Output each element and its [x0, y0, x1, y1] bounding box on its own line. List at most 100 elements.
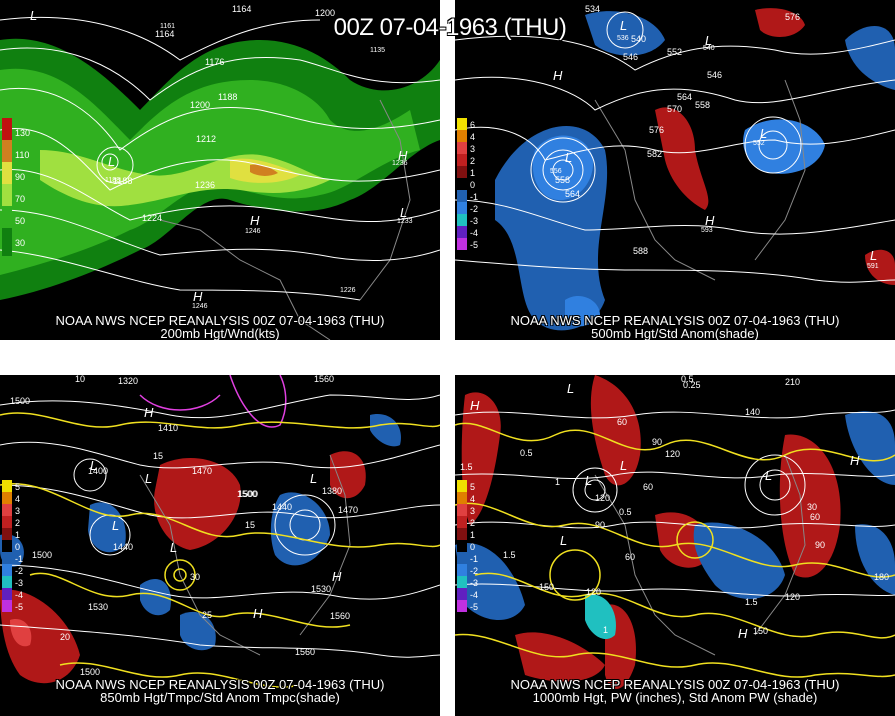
legend-1000mb: 5 4 3 2 1 0 -1 -2 -3 -4 -5	[457, 480, 485, 620]
contour-label: 1500	[237, 489, 257, 499]
contour-label: 60	[617, 417, 627, 427]
anom-blue	[845, 411, 895, 485]
contour-label: 90	[652, 437, 662, 447]
legend-swatch	[457, 214, 467, 226]
anom-red	[865, 249, 895, 285]
contour-label: 1176	[205, 57, 224, 67]
legend-swatch	[457, 178, 467, 190]
legend-label: -3	[470, 578, 479, 588]
panel-caption-line1: NOAA NWS NCEP REANALYSIS 00Z 07-04-1963 …	[510, 313, 840, 328]
legend-label: 110	[15, 150, 30, 160]
panel-caption-line2: 200mb Hgt/Wnd(kts)	[160, 326, 280, 341]
low-center: L	[705, 33, 712, 48]
legend-label: -5	[15, 602, 24, 612]
contour-label: 576	[649, 125, 664, 135]
anom-red	[0, 589, 80, 684]
anom-red	[655, 107, 709, 210]
legend-label: 3	[470, 144, 476, 154]
contour-label: 1500	[10, 396, 30, 406]
map-500mb: 534 540 546 552 546 558 564 570 576 582 …	[455, 4, 895, 331]
contour-label: 0.25	[683, 380, 701, 390]
map-main-title: 00Z 07-04-1963 (THU)	[333, 14, 567, 41]
contour-label: 1410	[158, 423, 178, 433]
contour-label: 1470	[192, 466, 212, 476]
legend-swatch	[457, 516, 467, 528]
low-center: L	[765, 468, 772, 483]
legend-swatch	[457, 552, 467, 564]
anom-red	[330, 451, 366, 499]
legend-swatch	[457, 564, 467, 576]
anom-blue	[455, 543, 525, 620]
legend-label: 1	[470, 168, 476, 178]
anom-blue	[88, 502, 126, 553]
contour-label: 1164	[232, 4, 251, 14]
contour-label: 593	[701, 227, 713, 234]
contour-label: 556	[550, 168, 562, 175]
low-center: L	[870, 248, 877, 263]
contour-label: 570	[667, 104, 682, 114]
legend-swatch	[457, 118, 467, 130]
map-200mb: 1164 1164 1200 1176 1200 1188 1212 1188 …	[0, 4, 440, 340]
legend-swatch	[2, 516, 12, 528]
low-center: L	[560, 533, 567, 548]
low-center: L	[170, 540, 177, 555]
legend-label: 5	[15, 482, 21, 492]
anom-blue	[845, 26, 895, 90]
contour-label: 0.5	[681, 375, 694, 384]
wind-shade-110	[250, 164, 278, 176]
contour-label: 15	[153, 451, 163, 461]
low-center: L	[585, 473, 592, 488]
legend-label: -2	[15, 566, 24, 576]
panel-caption-line1: NOAA NWS NCEP REANALYSIS 00Z 07-04-1963 …	[55, 677, 385, 692]
low-center: L	[310, 471, 317, 486]
legend-label: 4	[470, 494, 476, 504]
contour-label: 1470	[338, 505, 358, 515]
anom-red	[755, 8, 805, 37]
legend-label: 70	[15, 194, 26, 204]
legend-swatch	[457, 528, 467, 540]
high-center: H	[253, 606, 263, 621]
legend-label: 0	[470, 542, 476, 552]
contour-label: 120	[595, 493, 610, 503]
contour-label: 1188	[218, 92, 237, 102]
coastline	[159, 219, 331, 340]
contour-label: 1200	[190, 100, 210, 110]
panel-caption-line1: NOAA NWS NCEP REANALYSIS 00Z 07-04-1963 …	[55, 313, 385, 328]
high-center: H	[144, 405, 154, 420]
legend-swatch	[2, 588, 12, 600]
legend-swatch	[2, 576, 12, 588]
contour-label: 1440	[272, 502, 292, 512]
low-center: L	[620, 458, 627, 473]
contour-label: 591	[867, 263, 879, 270]
high-center: H	[850, 453, 860, 468]
contour-label: 1380	[322, 486, 342, 496]
low-center: L	[108, 154, 115, 169]
legend-swatch	[457, 600, 467, 612]
contour-label: 30	[190, 572, 200, 582]
legend-swatch	[2, 228, 12, 256]
contour-label: 1212	[196, 134, 216, 144]
contour-label: 582	[647, 149, 662, 159]
panel-caption-line1: NOAA NWS NCEP REANALYSIS 00Z 07-04-1963 …	[510, 677, 840, 692]
high-center: H	[332, 569, 342, 584]
contour-label: 1530	[311, 584, 331, 594]
legend-swatch	[457, 492, 467, 504]
anom-cyan	[585, 594, 616, 640]
contour-label: 552	[753, 140, 765, 147]
contour-label: 1440	[113, 542, 133, 552]
legend-swatch	[457, 480, 467, 492]
contour-label: 1224	[142, 213, 162, 223]
contour-label: 1500	[80, 667, 100, 677]
legend-label: -3	[470, 216, 479, 226]
legend-swatch	[2, 162, 12, 184]
contour-label: 15	[245, 520, 255, 530]
legend-label: -5	[470, 240, 479, 250]
temp-contour-magenta	[139, 394, 221, 411]
contour-label: 120	[665, 449, 680, 459]
contour-label: 1188	[105, 177, 120, 184]
contour-label: 546	[707, 70, 722, 80]
legend-swatch	[457, 540, 467, 552]
contour-label: 210	[785, 377, 800, 387]
low-center: L	[112, 518, 119, 533]
contour-label: 120	[785, 592, 800, 602]
